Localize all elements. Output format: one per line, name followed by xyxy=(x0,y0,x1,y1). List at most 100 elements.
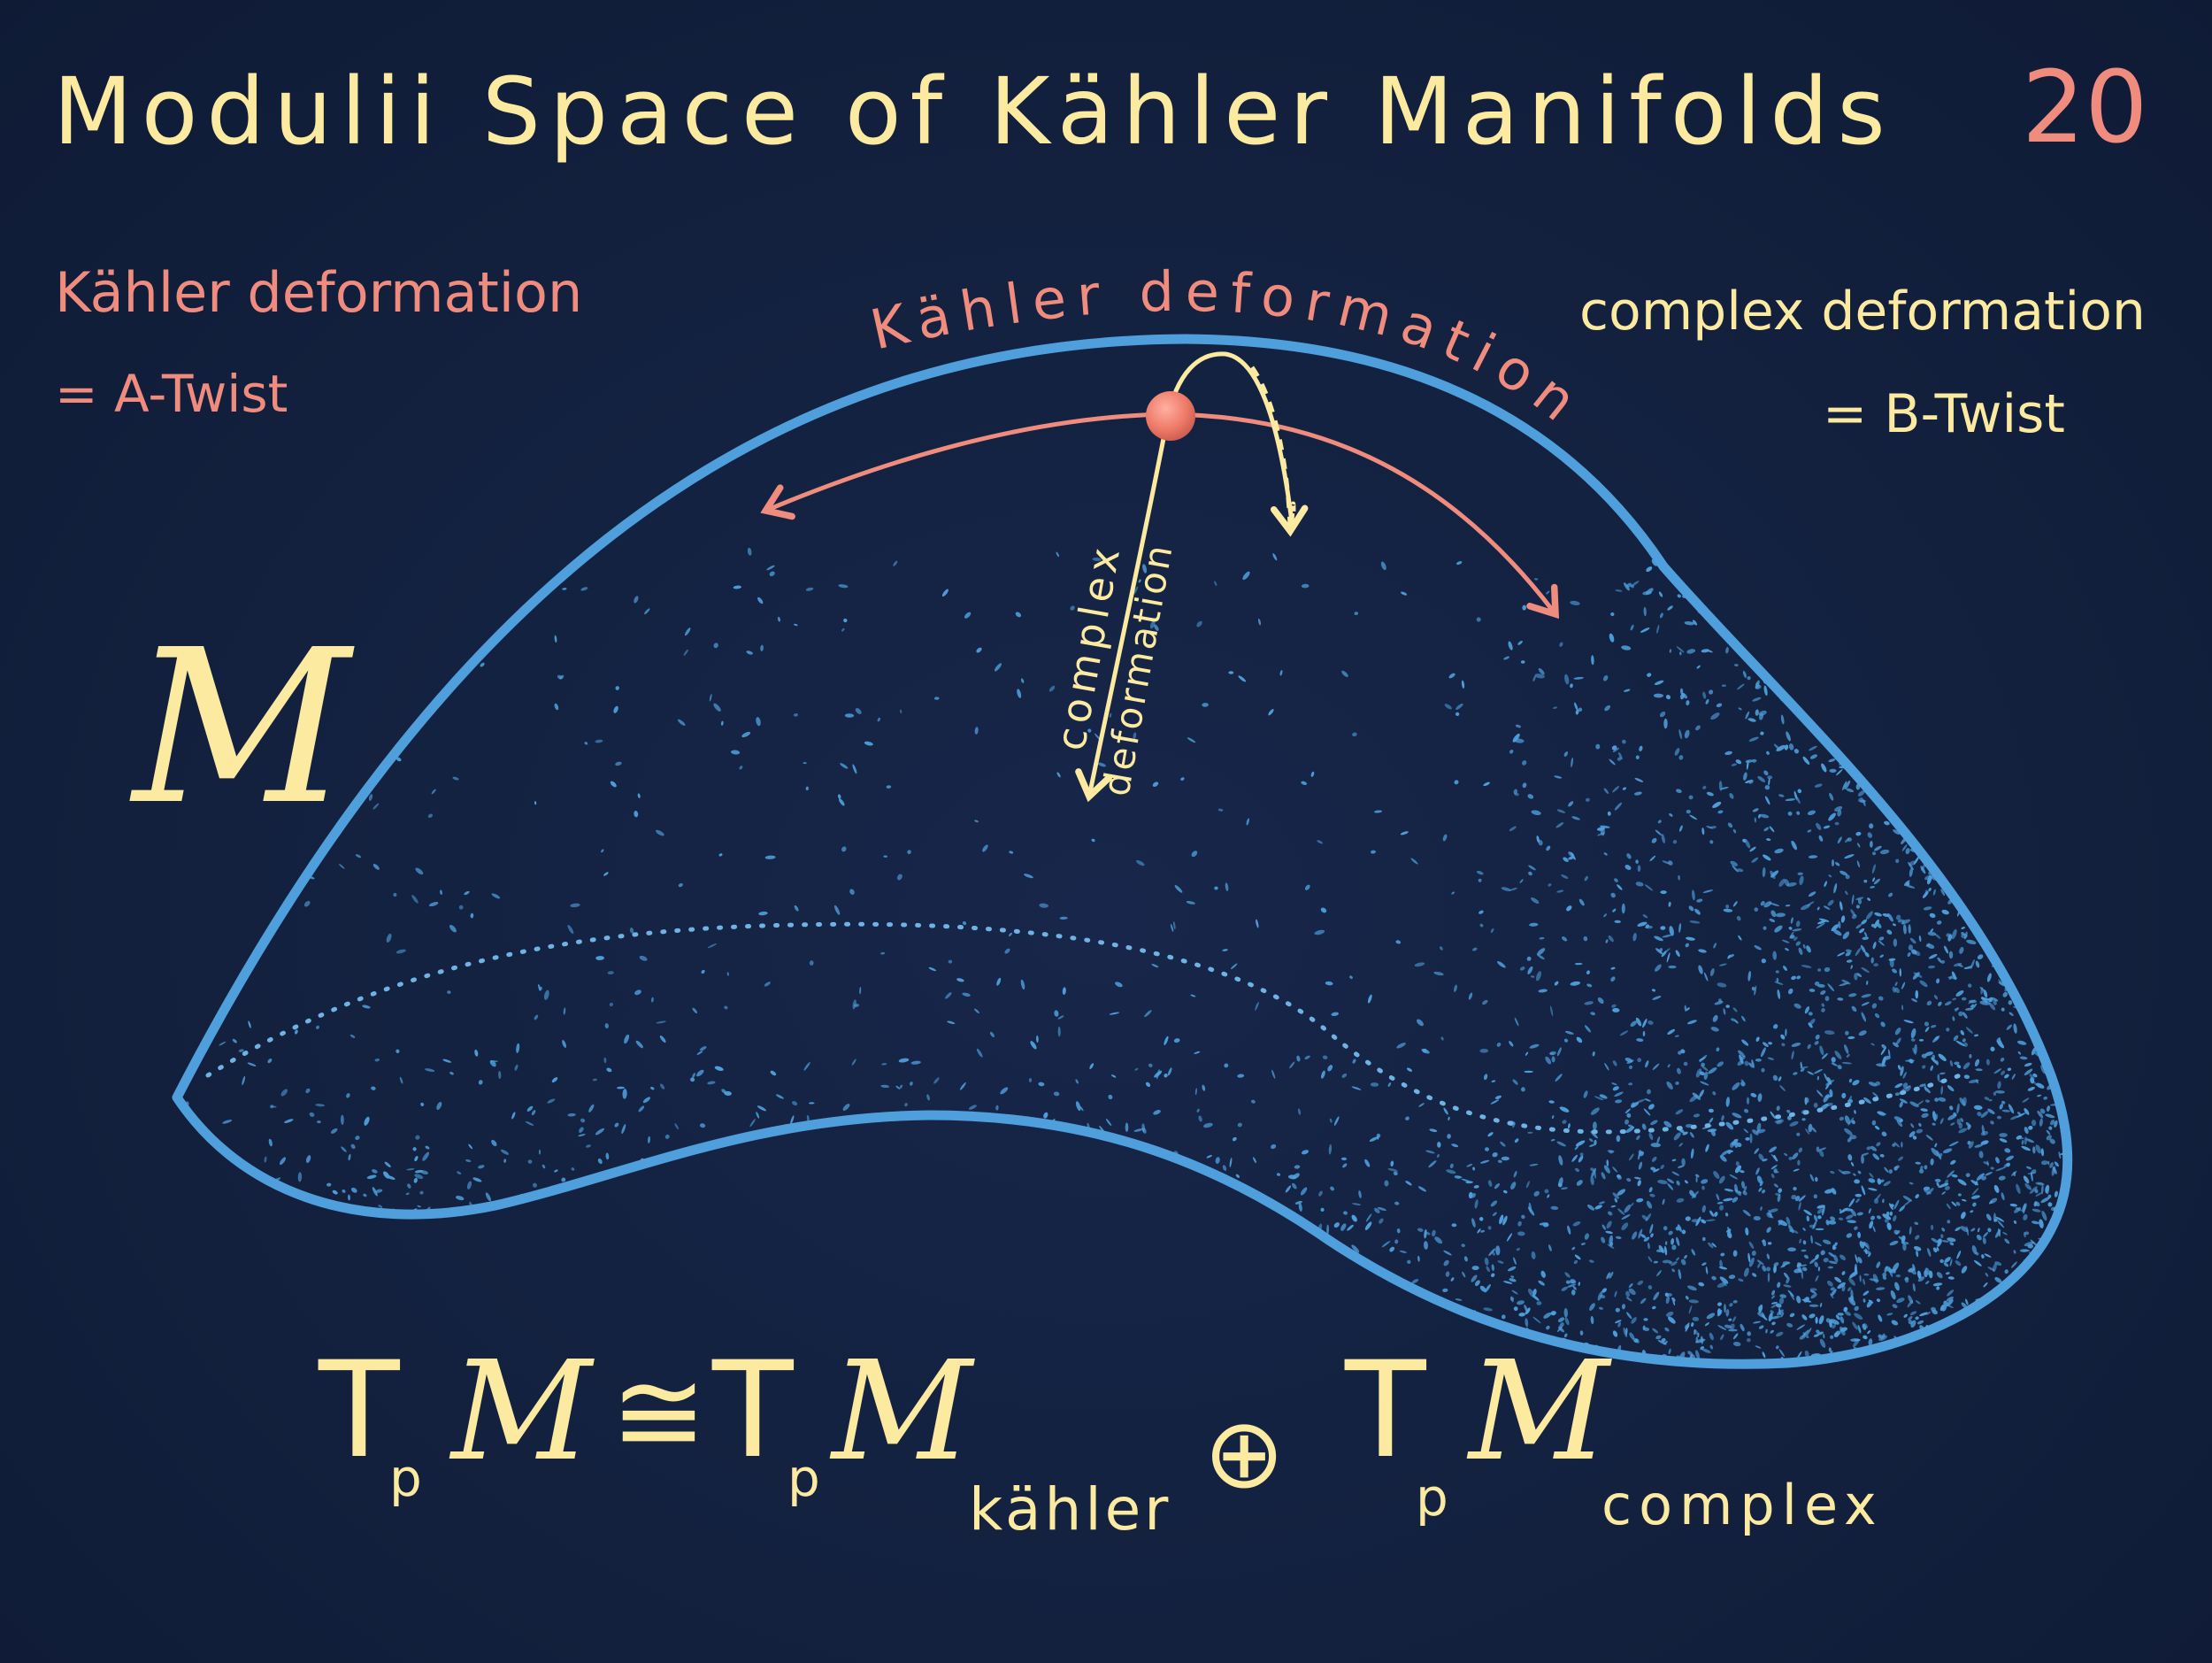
stipple-mark xyxy=(1600,827,1605,836)
stipple-mark xyxy=(1678,874,1680,881)
stipple-mark xyxy=(1609,1271,1614,1279)
stipple-mark xyxy=(1732,1082,1740,1090)
stipple-mark xyxy=(1556,1047,1562,1057)
stipple-mark xyxy=(1863,879,1868,883)
stipple-mark xyxy=(2046,1105,2051,1113)
stipple-mark xyxy=(1884,1266,1888,1274)
stipple-mark xyxy=(1601,1224,1607,1230)
stipple-mark xyxy=(756,717,761,727)
stipple-mark xyxy=(1622,739,1626,744)
stipple-mark xyxy=(1443,1259,1449,1266)
stipple-mark xyxy=(2002,991,2008,997)
stipple-mark xyxy=(1994,1276,2002,1283)
stipple-mark xyxy=(1724,1213,1729,1217)
stipple-mark xyxy=(1857,1231,1862,1238)
stipple-mark xyxy=(531,1110,536,1116)
stipple-mark xyxy=(1821,1003,1825,1007)
stipple-mark xyxy=(1844,1115,1851,1125)
stipple-mark xyxy=(1816,1075,1820,1081)
stipple-mark xyxy=(1447,1134,1451,1139)
stipple-mark xyxy=(1848,993,1857,997)
stipple-mark xyxy=(1675,1109,1684,1115)
stipple-mark xyxy=(1497,1159,1502,1164)
stipple-mark xyxy=(1875,1081,1881,1086)
stipple-mark xyxy=(1809,1304,1819,1307)
stipple-mark xyxy=(1638,1161,1643,1170)
stipple-mark xyxy=(1817,1215,1822,1220)
stipple-mark xyxy=(1926,943,1935,950)
stipple-mark xyxy=(1695,1174,1700,1178)
stipple-mark xyxy=(1232,1136,1237,1142)
stipple-mark xyxy=(1893,1142,1901,1148)
stipple-mark xyxy=(1716,1047,1720,1052)
stipple-mark xyxy=(1563,1333,1568,1338)
stipple-mark xyxy=(1497,1260,1504,1264)
stipple-mark xyxy=(1838,920,1841,929)
stipple-mark xyxy=(1449,1163,1454,1169)
stipple-mark xyxy=(769,571,775,577)
stipple-mark xyxy=(1781,1043,1786,1047)
stipple-mark xyxy=(1815,1228,1824,1231)
stipple-mark xyxy=(1954,1061,1960,1066)
stipple-mark xyxy=(1785,798,1796,802)
stipple-mark xyxy=(1610,966,1616,970)
stipple-mark xyxy=(1789,1120,1799,1127)
stipple-mark xyxy=(2001,1007,2005,1012)
stipple-mark xyxy=(1545,1056,1552,1065)
stipple-mark xyxy=(945,992,952,999)
stipple-mark xyxy=(1718,963,1727,966)
stipple-mark xyxy=(1706,1313,1716,1320)
stipple-mark xyxy=(2008,1012,2014,1016)
stipple-mark xyxy=(1809,754,1817,759)
stipple-mark xyxy=(1741,1181,1746,1190)
stipple-mark xyxy=(1910,1028,1916,1039)
stipple-mark xyxy=(1626,582,1632,588)
stipple-mark xyxy=(355,1136,360,1141)
stipple-mark xyxy=(1381,1241,1391,1248)
stipple-mark xyxy=(1937,1238,1942,1243)
stipple-mark xyxy=(1558,1155,1563,1166)
stipple-mark xyxy=(1918,935,1922,943)
stipple-mark xyxy=(1300,1187,1308,1196)
stipple-mark xyxy=(1633,1176,1641,1180)
stipple-mark xyxy=(1813,1102,1818,1108)
stipple-mark xyxy=(1961,933,1968,939)
stipple-mark xyxy=(1472,947,1478,951)
formula-term2-T: T xyxy=(1344,1334,1427,1488)
stipple-mark xyxy=(1628,1082,1633,1086)
stipple-mark xyxy=(1550,1138,1555,1142)
stipple-mark xyxy=(1718,781,1723,791)
stipple-mark xyxy=(1557,1317,1565,1322)
stipple-mark xyxy=(1809,1224,1816,1228)
stipple-mark xyxy=(1825,1318,1832,1323)
stipple-mark xyxy=(1024,874,1033,879)
stipple-mark xyxy=(1736,915,1741,921)
stipple-mark xyxy=(1320,907,1327,913)
stipple-mark xyxy=(1038,1082,1045,1087)
stipple-mark xyxy=(1751,857,1759,863)
stipple-mark xyxy=(1522,604,1527,611)
stipple-mark xyxy=(1057,1026,1061,1037)
stipple-mark xyxy=(1947,1290,1955,1297)
stipple-mark xyxy=(2048,1126,2053,1130)
stipple-mark xyxy=(1486,1266,1490,1273)
stipple-mark xyxy=(790,1115,795,1125)
stipple-mark xyxy=(1640,1234,1647,1238)
stipple-mark xyxy=(1574,1254,1581,1260)
stipple-mark xyxy=(1912,1136,1917,1140)
stipple-mark xyxy=(1909,1059,1914,1064)
stipple-mark xyxy=(1676,1180,1680,1186)
stipple-mark xyxy=(1808,1012,1813,1016)
stipple-mark xyxy=(1476,617,1481,622)
stipple-mark xyxy=(1777,989,1781,999)
stipple-mark xyxy=(1534,674,1545,679)
stipple-mark xyxy=(1924,1086,1931,1094)
stipple-mark xyxy=(1433,971,1444,976)
stipple-mark xyxy=(1514,1138,1519,1143)
stipple-mark xyxy=(1839,1316,1845,1324)
stipple-mark xyxy=(1878,936,1885,941)
stipple-mark xyxy=(1893,1199,1900,1210)
stipple-mark xyxy=(1816,1208,1824,1214)
stipple-mark xyxy=(1665,1296,1671,1305)
stipple-mark xyxy=(793,712,798,717)
